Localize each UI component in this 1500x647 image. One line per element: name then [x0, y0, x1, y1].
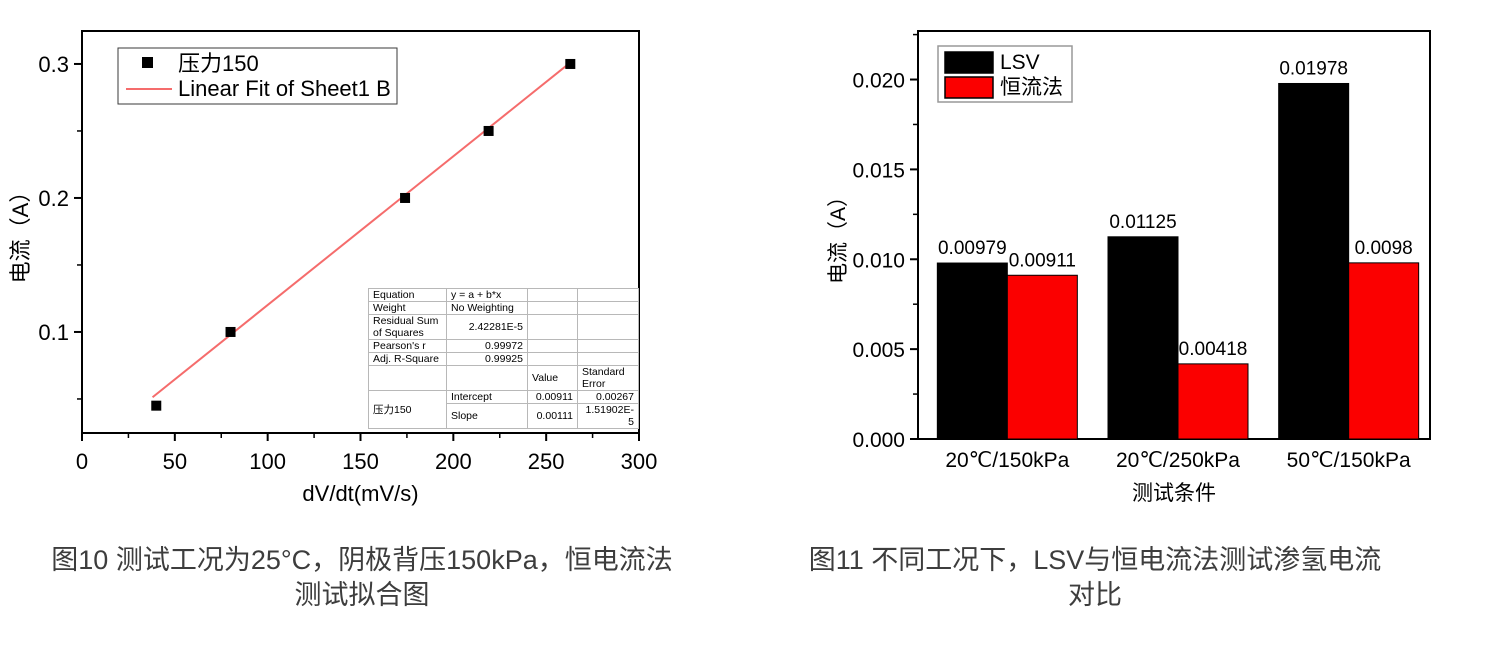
param-value: 0.00911: [527, 390, 578, 404]
y-tick-label: 0.010: [852, 249, 905, 272]
param-name: Intercept: [446, 390, 528, 404]
y-tick-label: 0.1: [38, 320, 69, 345]
data-point: [483, 125, 494, 136]
bar-value-label: 0.00911: [1009, 250, 1076, 271]
legend-swatch: [944, 76, 994, 99]
table-header-row: Value Standard Error: [368, 365, 639, 391]
x-tick-label: 100: [249, 449, 286, 474]
legend-marker-square: [142, 57, 153, 68]
y-axis-title: 电流（A）: [8, 181, 33, 284]
caption-line: 图10 测试工况为25°C，阴极背压150kPa，恒电流法: [51, 545, 673, 575]
caption-line: 对比: [1068, 580, 1122, 610]
data-points: [151, 58, 576, 411]
stat-label: Residual Sum of Squares: [368, 314, 447, 340]
legend-swatch: [944, 51, 994, 74]
stat-label: Pearson's r: [368, 339, 447, 353]
param-value: 0.00111: [527, 403, 578, 429]
stat-value: 2.42281E-5: [446, 314, 528, 340]
param-name: Slope: [446, 403, 528, 429]
legend-label: 压力150: [178, 51, 259, 76]
table-row: Equation y = a + b*x: [368, 288, 639, 302]
stat-label: Adj. R-Square: [368, 352, 447, 366]
table-row: Adj. R-Square 0.99925: [368, 352, 639, 366]
x-tick-label: 200: [435, 449, 472, 474]
y-tick-label: 0.3: [38, 52, 69, 77]
data-point: [400, 192, 411, 203]
param-stderr: 1.51902E-5: [577, 403, 639, 429]
y-axis: 0.1 0.2 0.3: [38, 52, 82, 400]
x-axis: 0 50 100 150 200 250 300: [76, 433, 657, 474]
bar-value-label: 0.01978: [1279, 58, 1348, 79]
stat-label: Weight: [368, 301, 447, 315]
bar-value-label: 0.00979: [938, 238, 1007, 259]
bar-LSV-1: [1107, 236, 1179, 440]
category-label: 20℃/150kPa: [945, 449, 1069, 472]
data-point: [151, 400, 162, 411]
param-stderr: 0.00267: [577, 390, 639, 404]
bar-恒流法-0: [1006, 274, 1078, 440]
x-tick-label: 50: [163, 449, 187, 474]
stat-value: y = a + b*x: [446, 288, 528, 302]
y-tick-label: 0.2: [38, 186, 69, 211]
stat-value: 0.99925: [446, 352, 528, 366]
y-tick-label: 0.005: [852, 339, 905, 362]
bar-value-label: 0.00418: [1179, 339, 1248, 360]
bar-恒流法-1: [1177, 363, 1249, 440]
series-label: 压力150: [368, 390, 447, 429]
category-label: 20℃/250kPa: [1116, 449, 1240, 472]
fit-line: [151, 60, 573, 399]
legend-label: LSV: [1000, 51, 1040, 74]
table-row: 压力150 Intercept 0.00911 0.00267: [368, 390, 639, 429]
data-point: [565, 58, 576, 69]
caption-line: 测试拟合图: [294, 580, 430, 610]
figure11-caption: 图11 不同工况下，LSV与恒电流法测试渗氢电流 对比: [775, 543, 1415, 613]
legend-label: 恒流法: [1000, 76, 1063, 99]
table-row: Slope 0.00111 1.51902E-5: [369, 403, 639, 429]
figure10-caption: 图10 测试工况为25°C，阴极背压150kPa，恒电流法 测试拟合图: [37, 543, 687, 613]
x-tick-label: 0: [76, 449, 88, 474]
bar-LSV-0: [936, 262, 1008, 440]
y-tick-label: 0.020: [852, 70, 905, 93]
x-axis-title: dV/dt(mV/s): [302, 481, 418, 506]
x-tick-label: 150: [342, 449, 379, 474]
table-row: Residual Sum of Squares 2.42281E-5: [368, 314, 639, 340]
stat-label: Equation: [368, 288, 447, 302]
y-axis: 0.000 0.005 0.010 0.015 0.020: [852, 33, 918, 452]
bar-value-label: 0.01125: [1109, 212, 1176, 233]
value-header: Value: [527, 365, 578, 391]
bar-恒流法-2: [1348, 262, 1420, 440]
table-row: Pearson's r 0.99972: [368, 339, 639, 353]
stat-value: 0.99972: [446, 339, 528, 353]
category-label: 50℃/150kPa: [1287, 449, 1411, 472]
y-tick-label: 0.000: [852, 429, 905, 452]
bar-chart: 0.000 0.005 0.010 0.015 0.020 测试条件 电流（A） 0.0097…: [827, 30, 1431, 505]
x-tick-label: 250: [528, 449, 565, 474]
caption-line: 图11 不同工况下，LSV与恒电流法测试渗氢电流: [808, 545, 1382, 575]
fit-results-table: Equation y = a + b*x Weight No Weighting…: [368, 288, 639, 429]
stat-value: No Weighting: [446, 301, 528, 315]
bar-LSV-2: [1278, 82, 1350, 440]
legend-label: Linear Fit of Sheet1 B: [178, 76, 391, 101]
bar-value-label: 0.0098: [1355, 238, 1413, 259]
x-axis-title: 测试条件: [1132, 482, 1216, 505]
y-axis-title: 电流（A）: [827, 186, 850, 284]
scatter-fit-chart: 0 50 100 150 200 250 300 0.1 0.2 0.3 dV/dt(mV/s) 电流…: [8, 30, 657, 506]
stderr-header: Standard Error: [577, 365, 639, 391]
x-tick-label: 300: [621, 449, 658, 474]
table-row: Weight No Weighting: [368, 301, 639, 315]
y-tick-label: 0.015: [852, 159, 905, 182]
data-point: [225, 326, 236, 337]
